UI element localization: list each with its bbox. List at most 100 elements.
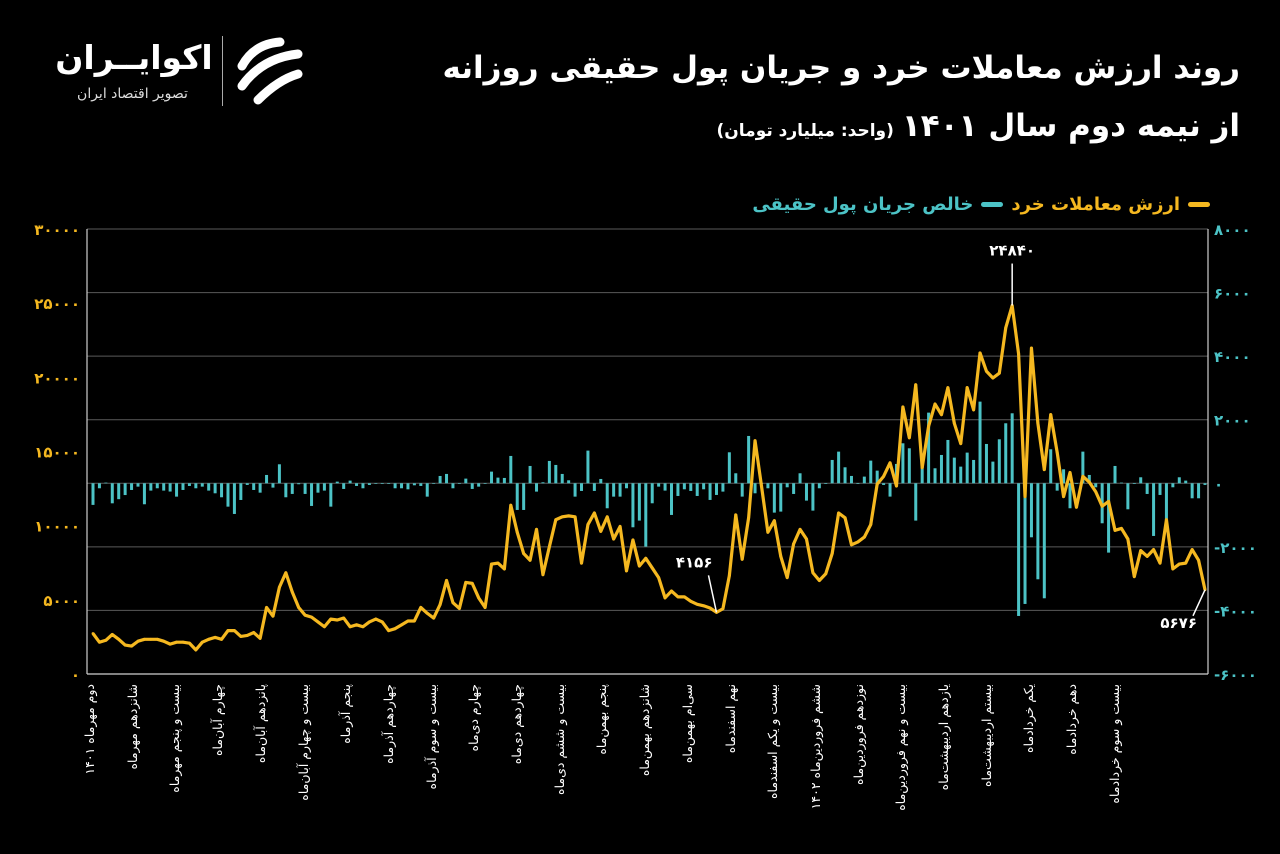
retail-value-point	[888, 461, 892, 465]
net-flow-bar	[168, 483, 172, 492]
net-flow-bar	[509, 455, 513, 484]
net-flow-bar	[1119, 482, 1123, 484]
net-flow-bar	[1177, 477, 1181, 484]
net-flow-bar	[91, 483, 95, 505]
net-flow-bar	[310, 483, 314, 506]
legend-swatch-retail	[1188, 202, 1210, 207]
retail-value-point	[580, 561, 583, 565]
net-flow-bar	[567, 480, 571, 484]
retail-value-point	[554, 518, 558, 522]
retail-value-point	[168, 642, 172, 646]
retail-value-point	[792, 542, 796, 546]
legend-label-retail: ارزش معاملات خرد	[1011, 194, 1180, 215]
x-tick-label: ششم فروردین‌ماه ۱۴۰۲	[807, 684, 823, 810]
net-flow-bar	[1145, 483, 1149, 494]
retail-value-point	[695, 602, 699, 606]
left-tick-label: ۵۰۰۰	[43, 592, 80, 610]
x-tick-label: پنجم آذرماه	[338, 684, 354, 744]
unit-label: (واحد: میلیارد تومان)	[716, 121, 894, 141]
net-flow-bar	[316, 483, 320, 493]
net-flow-bar	[457, 483, 461, 484]
net-flow-bar	[239, 483, 243, 500]
net-flow-bar	[927, 412, 931, 484]
retail-value-point	[374, 617, 378, 621]
left-tick-label: ۱۵۰۰۰	[34, 444, 80, 462]
net-flow-bar	[1029, 483, 1033, 538]
retail-value-point	[1075, 505, 1078, 509]
logo-divider	[222, 36, 223, 106]
net-flow-bar	[618, 483, 622, 497]
net-flow-bar	[1081, 451, 1085, 484]
retail-value-point	[464, 581, 468, 584]
net-flow-bar	[290, 483, 294, 494]
retail-value-point	[284, 571, 288, 575]
right-tick-label: ۲۰۰۰	[1214, 412, 1251, 430]
net-flow-bar	[772, 483, 776, 513]
net-flow-bar	[181, 483, 185, 490]
right-tick-label: ۸۰۰۰	[1214, 221, 1251, 239]
net-flow-bar	[374, 483, 378, 484]
net-flow-bar	[965, 452, 969, 484]
retail-value-point	[342, 616, 346, 620]
retail-value-point	[1165, 518, 1168, 522]
net-flow-bar	[939, 454, 943, 484]
net-flow-bar	[554, 464, 558, 484]
retail-value-point	[535, 527, 538, 531]
retail-value-point	[445, 579, 448, 582]
logo-stripes-icon	[237, 37, 303, 105]
annotation-leader	[1192, 589, 1206, 617]
net-flow-bar	[142, 483, 146, 505]
retail-value-point	[972, 408, 976, 412]
retail-value-point	[772, 519, 776, 523]
net-flow-bar	[432, 483, 436, 484]
net-flow-bar	[1197, 483, 1201, 499]
net-flow-bar	[1036, 483, 1040, 580]
retail-value-point	[625, 569, 628, 573]
retail-value-point	[747, 516, 751, 520]
net-flow-bar	[470, 483, 474, 489]
retail-value-point	[239, 634, 243, 638]
net-flow-bar	[277, 464, 281, 484]
x-tick-label: بیستم اردیبهشت‌ماه	[978, 684, 994, 788]
net-flow-bar	[297, 483, 301, 485]
retail-value-point	[1107, 500, 1110, 503]
net-flow-bar	[226, 483, 230, 507]
net-flow-bar	[207, 483, 211, 491]
net-flow-bar	[348, 480, 352, 484]
right-tick-label: -۴۰۰۰	[1214, 602, 1257, 620]
net-flow-bar	[888, 483, 892, 497]
retail-value-point	[657, 576, 661, 579]
net-flow-bar	[637, 483, 641, 521]
retail-value-point	[811, 571, 815, 575]
net-flow-bar	[528, 465, 532, 484]
net-flow-bar	[811, 483, 815, 511]
retail-value-point	[1177, 562, 1181, 566]
chart-subtitle: از نیمه دوم سال ۱۴۰۱	[901, 108, 1240, 144]
net-flow-bar	[213, 483, 217, 494]
left-tick-label: ۰	[71, 666, 80, 684]
net-flow-bar	[490, 471, 494, 484]
net-flow-bar	[657, 483, 661, 487]
net-flow-bar	[997, 439, 1001, 484]
retail-value-point	[194, 648, 198, 652]
retail-value-point	[862, 535, 866, 539]
annotation-label: ۵۶۷۶	[1160, 614, 1197, 632]
retail-value-point	[541, 573, 545, 577]
retail-value-point	[830, 552, 834, 555]
x-tick-label: پنجم بهمن‌ماه	[594, 684, 610, 755]
net-flow-bar	[599, 478, 603, 484]
retail-value-point	[509, 503, 513, 507]
net-flow-bar	[110, 483, 114, 504]
chart: -۶۰۰۰ -۴۰۰۰ -۲۰۰۰ ۰ ۲۰۰۰ ۴۰۰۰ ۶۰۰۰ ۸۰۰۰ ۰ ۵۰۰۰ ۱۰۰…	[34, 221, 1257, 684]
net-flow-bar	[438, 475, 442, 484]
retail-value-point	[457, 607, 461, 610]
retail-value-point	[149, 637, 153, 641]
retail-value-point	[1145, 554, 1149, 558]
net-flow-bar	[547, 460, 551, 484]
retail-value-point	[233, 629, 236, 633]
net-flow-bar	[849, 475, 853, 484]
retail-value-point	[271, 614, 275, 618]
retail-value-point	[663, 596, 667, 600]
net-flow-bar	[1010, 413, 1014, 484]
net-flow-bar	[400, 483, 404, 489]
